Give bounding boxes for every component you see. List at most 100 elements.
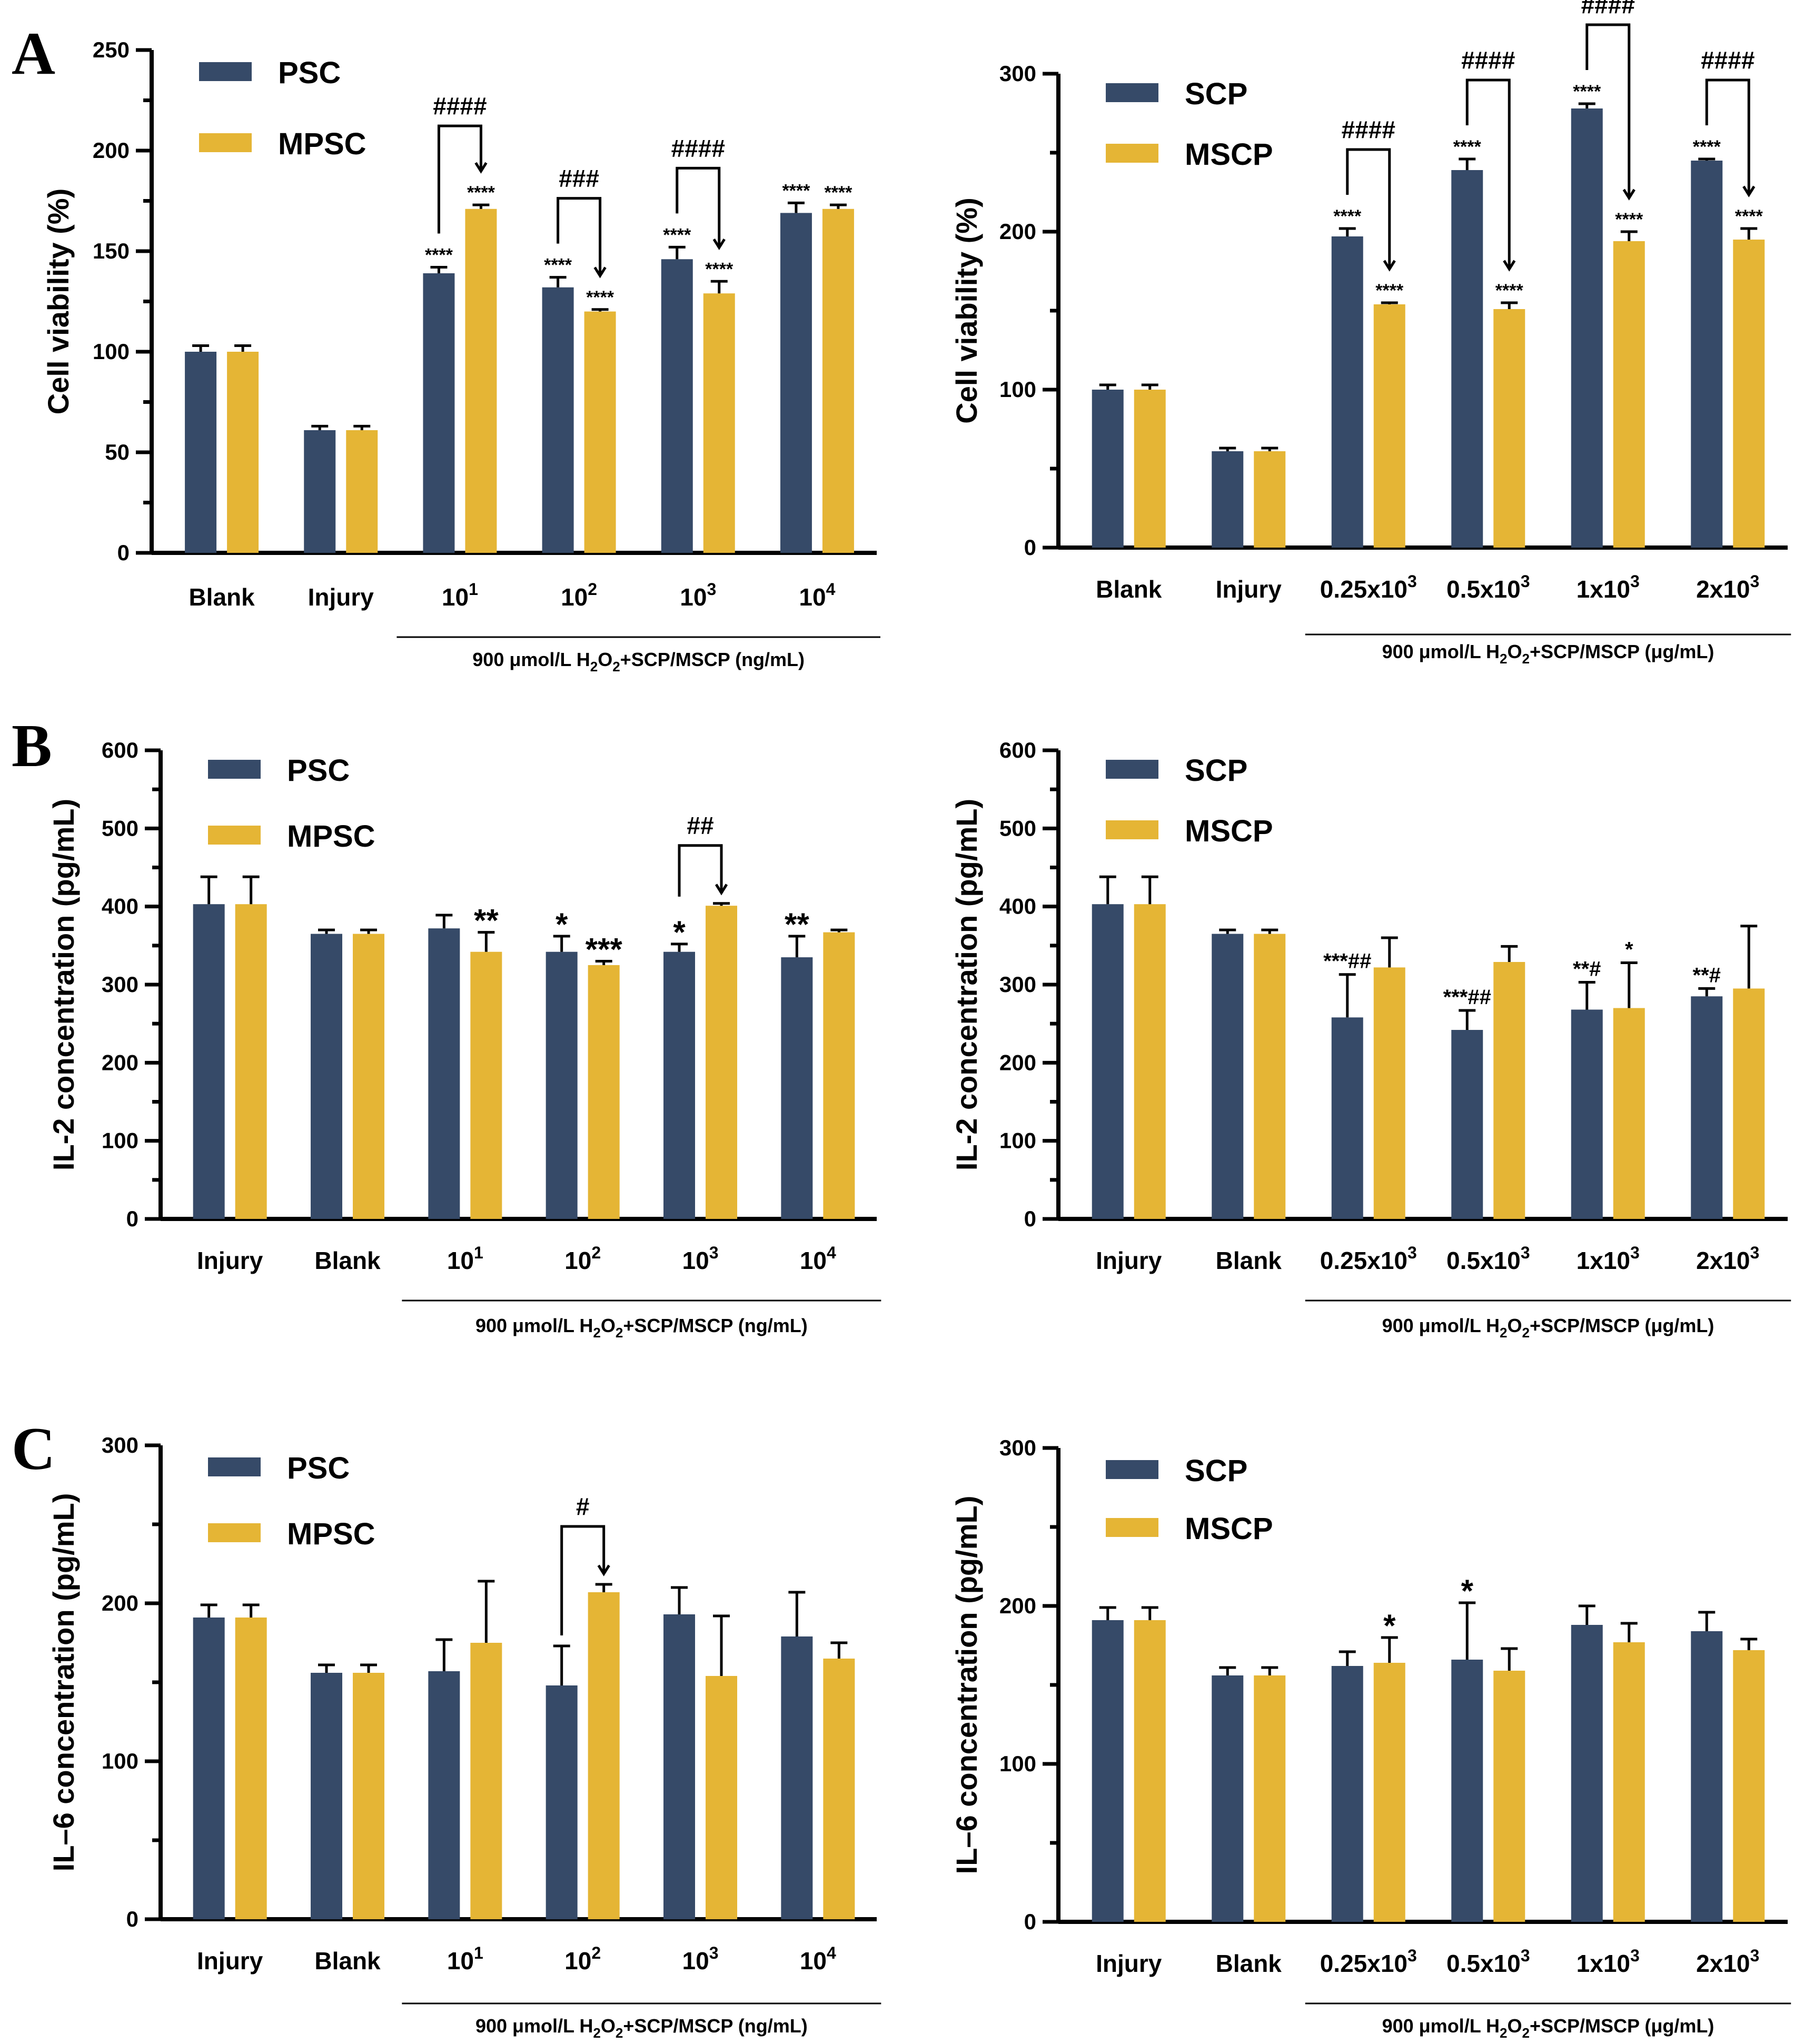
treatment-label: 900 μmol/L H2O2+SCP/MSCP (ng/mL) [475,2015,808,2041]
panel-label-a: A [12,20,55,87]
legend-label-scp: SCP [1185,753,1247,788]
treatment-text: +SCP/MSCP (ng/mL) [623,1315,807,1336]
x-tick-base: Injury [1216,576,1282,603]
treatment-subscript: 2 [593,2025,600,2041]
significance-label: ** [474,903,499,938]
bar-mscp [1373,304,1405,548]
y-tick-label: 500 [999,816,1036,840]
treatment-text: O [1508,1315,1522,1336]
bracket-label: ### [559,165,599,192]
x-tick-superscript: 2 [588,580,597,599]
x-tick-base: 10 [800,1947,827,1974]
bar-psc [663,1614,695,1919]
significance-label: ** [785,907,809,942]
x-tick-base: 0.25x10 [1320,576,1407,603]
x-tick-label: 0.5x103 [1446,1946,1530,1977]
bar-psc [428,1671,460,1919]
bar-mpsc [588,1592,620,1919]
y-tick-label: 250 [93,37,130,62]
x-tick-label: 104 [800,1243,836,1274]
bar-mscp [1733,988,1765,1219]
bracket-arrowhead [1622,188,1636,201]
significance-label: **** [544,255,572,275]
significance-bracket [437,124,482,234]
x-tick-base: 1x10 [1577,1247,1630,1274]
bar-scp [1212,934,1244,1219]
x-tick-superscript: 3 [709,1243,719,1262]
y-tick-label: 200 [999,219,1036,244]
bar-mscp [1134,1620,1166,1922]
x-tick-superscript: 4 [826,580,836,599]
significance-label: **** [1375,281,1404,301]
x-tick-base: 10 [800,1247,827,1274]
bar-mpsc [353,1673,384,1919]
treatment-subscript: 2 [616,2025,623,2041]
treatment-subscript: 2 [590,659,598,674]
x-tick-superscript: 1 [469,580,478,599]
bar-psc [663,951,695,1219]
y-axis-label: IL–6 concentration (pg/mL) [47,1493,80,1872]
significance-label: **** [1453,137,1482,157]
bar-mscp [1613,1008,1645,1219]
bar-mpsc [353,934,384,1219]
bar-scp [1571,1009,1603,1219]
x-tick-label: 2x103 [1696,1946,1759,1977]
x-tick-superscript: 3 [1750,572,1760,591]
x-tick-base: 10 [442,583,469,611]
significance-label: **** [425,245,453,265]
bar-scp [1571,108,1603,548]
bar-psc [546,1685,578,1919]
bar-scp [1092,390,1124,548]
bar-mscp [1373,967,1405,1219]
x-tick-superscript: 3 [1750,1243,1760,1262]
x-tick-label: 1x103 [1577,572,1640,603]
significance-label: * [673,915,686,950]
y-tick-label: 300 [999,972,1036,997]
significance-label: ***## [1443,986,1491,1009]
x-tick-base: Injury [1096,1247,1162,1274]
bar-scp [1451,1660,1483,1922]
y-tick-label: 600 [102,738,138,762]
x-tick-base: 10 [564,1947,591,1974]
x-tick-base: 0.5x10 [1446,1247,1521,1274]
x-tick-label: Blank [189,583,255,611]
bar-psc [780,213,812,553]
bracket-arrowhead [715,884,728,896]
bracket-arrowhead [1383,260,1396,272]
x-tick-superscript: 2 [591,1943,601,1962]
bar-mscp [1254,1675,1286,1922]
bar-scp [1092,904,1124,1219]
x-tick-label: 103 [682,1943,719,1974]
y-tick-label: 0 [1024,535,1036,560]
x-tick-base: 10 [561,583,588,611]
y-tick-label: 0 [126,1206,138,1231]
significance-label: **** [1615,210,1643,230]
y-tick-label: 500 [102,816,138,840]
y-axis-label: IL–6 concentration (pg/mL) [950,1496,983,1874]
x-tick-label: Injury [1096,1247,1162,1274]
x-tick-superscript: 1 [474,1943,483,1962]
bar-psc [193,904,225,1219]
legend-label-psc: PSC [287,1451,350,1485]
legend-swatch-mscp [1106,1518,1158,1537]
x-tick-superscript: 2 [591,1243,601,1262]
x-tick-label: 0.25x103 [1320,1243,1417,1274]
y-axis-label: IL-2 concentration (pg/mL) [950,799,983,1170]
x-tick-base: Blank [189,583,255,611]
bar-scp [1212,451,1244,548]
legend-swatch-scp [1106,1460,1158,1479]
bar-mscp [1493,1671,1525,1922]
legend-label-mpsc: MPSC [278,127,366,161]
bar-mscp [1733,240,1765,548]
bar-psc [304,430,336,553]
bar-mpsc [588,965,620,1219]
x-tick-label: 102 [564,1243,601,1274]
treatment-subscript: 2 [612,659,620,674]
significance-bracket [1585,23,1631,198]
x-tick-base: Blank [314,1247,381,1274]
bar-mpsc [584,311,616,553]
treatment-text: +SCP/MSCP (ng/mL) [620,649,805,670]
x-tick-label: 1x103 [1577,1243,1640,1274]
legend-swatch-mpsc [199,133,252,152]
y-tick-label: 600 [999,738,1036,762]
